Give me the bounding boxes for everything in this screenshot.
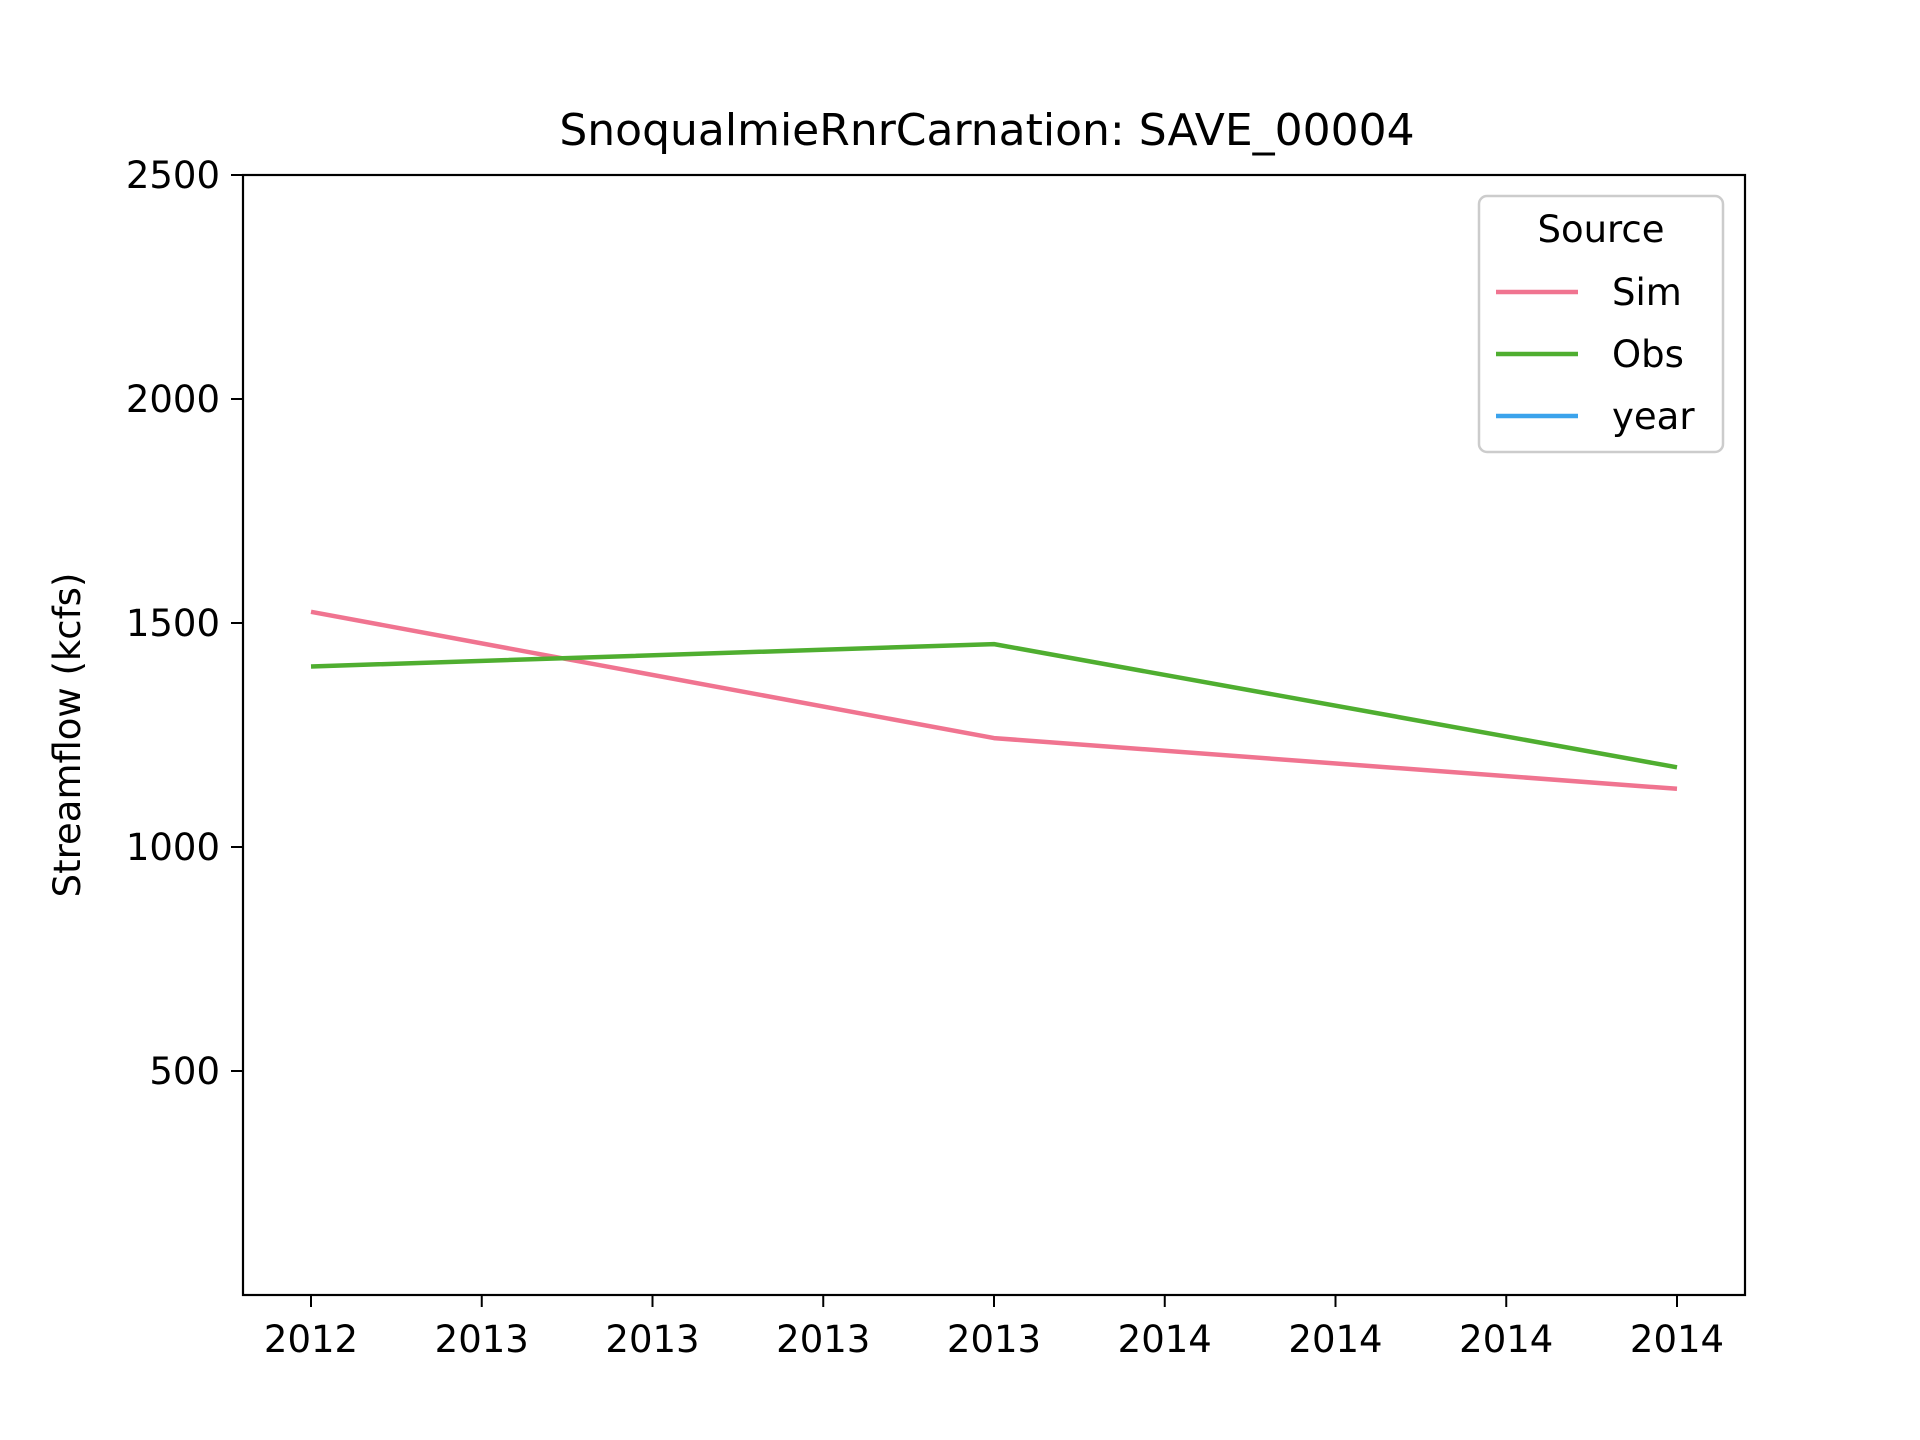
x-tick-label: 2014 <box>1459 1318 1553 1361</box>
x-tick-label: 2013 <box>947 1318 1041 1361</box>
x-tick-label: 2013 <box>776 1318 870 1361</box>
legend-label-year: year <box>1612 395 1695 438</box>
x-tick-label: 2013 <box>605 1318 699 1361</box>
y-tick-label: 1000 <box>126 826 220 869</box>
x-tick-label: 2014 <box>1288 1318 1382 1361</box>
y-tick-label: 500 <box>149 1050 220 1093</box>
y-tick-label: 2000 <box>126 378 220 421</box>
x-tick-label: 2014 <box>1630 1318 1724 1361</box>
legend: Source Sim Obs year <box>1477 194 1725 454</box>
y-axis-label: Streamflow (kcfs) <box>46 573 89 898</box>
y-axis: 500 1000 1500 2000 2500 <box>126 154 243 1093</box>
x-axis: 2012 2013 2013 2013 2013 2014 2014 2014 2014 <box>264 1295 1724 1361</box>
series-line-obs <box>310 641 1678 770</box>
series-line-sim <box>310 609 1678 792</box>
legend-title: Source <box>1537 208 1664 251</box>
plot-area <box>310 609 1678 792</box>
legend-label-sim: Sim <box>1612 271 1682 314</box>
chart-title: SnoqualmieRnrCarnation: SAVE_00004 <box>559 105 1414 156</box>
legend-label-obs: Obs <box>1612 333 1684 376</box>
legend-box <box>1477 194 1725 454</box>
x-tick-label: 2013 <box>435 1318 529 1361</box>
x-tick-label: 2014 <box>1118 1318 1212 1361</box>
y-tick-label: 2500 <box>126 154 220 197</box>
y-tick-label: 1500 <box>126 602 220 645</box>
x-tick-label: 2012 <box>264 1318 358 1361</box>
